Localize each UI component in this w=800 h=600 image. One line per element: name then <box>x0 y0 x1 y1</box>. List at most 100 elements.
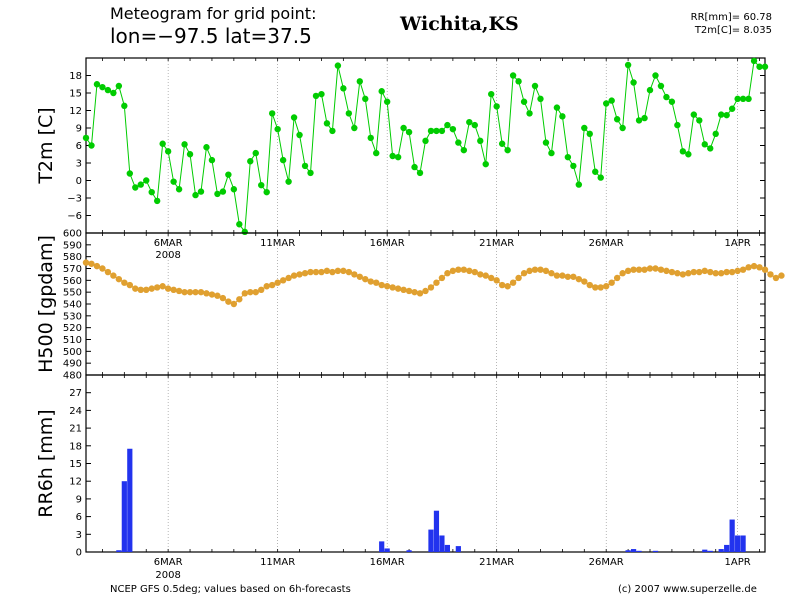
y-tick-label: 0 <box>76 548 82 559</box>
data-point <box>400 124 407 132</box>
y-tick-label: 570 <box>63 264 82 275</box>
data-point <box>82 259 90 266</box>
data-point <box>405 287 413 295</box>
data-point <box>433 279 440 286</box>
data-point <box>312 92 320 100</box>
data-point <box>745 264 752 271</box>
data-point <box>778 272 785 279</box>
data-point <box>394 285 402 292</box>
data-point <box>175 186 183 193</box>
data-point <box>455 139 462 146</box>
data-point <box>329 127 336 135</box>
data-point <box>230 186 238 193</box>
y-tick-label: 550 <box>63 288 82 299</box>
precip-bar <box>652 550 659 552</box>
precip-bar <box>433 510 440 552</box>
date-tick-label: 1APR <box>725 238 751 249</box>
data-point <box>132 285 139 292</box>
data-point <box>153 284 161 291</box>
data-point <box>739 95 747 103</box>
data-point <box>296 131 303 139</box>
data-point <box>520 270 528 277</box>
data-point <box>531 82 539 90</box>
data-point <box>301 270 309 277</box>
data-point <box>340 85 347 92</box>
y-tick-label: 12 <box>69 106 82 117</box>
date-tick-label: 6MAR <box>154 557 183 568</box>
y-tick-label: 6 <box>76 141 82 152</box>
data-point <box>99 83 106 91</box>
data-point <box>362 95 369 103</box>
date-tick-label: 11MAR <box>260 557 295 568</box>
data-point <box>307 268 314 276</box>
data-point <box>225 298 232 305</box>
data-point <box>767 271 774 278</box>
data-point <box>383 98 391 105</box>
y-tick-label: 15 <box>69 459 82 470</box>
data-point <box>707 268 714 276</box>
data-point <box>186 151 194 158</box>
data-point <box>597 174 604 181</box>
data-point <box>241 290 248 297</box>
y-tick-label: 480 <box>63 371 82 382</box>
data-point <box>504 283 511 290</box>
precip-bar <box>630 549 637 552</box>
data-point <box>646 86 654 94</box>
year-label: 2008 <box>155 250 180 261</box>
data-point <box>624 61 632 69</box>
data-point <box>356 78 363 85</box>
data-point <box>613 274 621 282</box>
precip-bar <box>718 549 724 552</box>
data-point <box>723 268 730 276</box>
data-point <box>164 285 172 292</box>
data-point <box>537 266 544 273</box>
data-point <box>290 114 298 121</box>
data-point <box>170 286 177 293</box>
data-point <box>570 162 577 170</box>
data-point <box>137 286 144 293</box>
data-point <box>542 267 550 275</box>
precip-bar <box>116 550 122 552</box>
data-point <box>668 98 676 105</box>
data-point <box>613 116 621 123</box>
data-point <box>247 288 254 296</box>
data-point <box>285 274 292 282</box>
data-point <box>707 145 714 152</box>
data-point <box>318 90 325 98</box>
data-point <box>663 93 670 101</box>
data-point <box>186 288 194 296</box>
data-point <box>690 268 698 276</box>
data-point <box>477 271 484 278</box>
data-point <box>619 124 626 132</box>
data-point <box>208 291 216 298</box>
y-tick-label: −3 <box>67 194 82 205</box>
data-point <box>712 130 719 138</box>
y-tick-label: 9 <box>76 124 82 135</box>
data-point <box>405 128 413 136</box>
location-title: Wichita,KS <box>400 13 519 35</box>
data-point <box>197 188 205 195</box>
data-point <box>427 127 435 135</box>
data-point <box>608 279 615 286</box>
title-line2: lon=−97.5 lat=37.5 <box>110 24 312 48</box>
data-point <box>236 221 243 228</box>
data-point <box>471 121 478 129</box>
data-point <box>378 88 385 95</box>
y-tick-label: 540 <box>63 300 82 311</box>
precip-bar <box>439 535 445 552</box>
data-point <box>148 285 155 292</box>
data-point <box>416 290 424 297</box>
data-point <box>400 286 407 293</box>
data-point <box>411 163 418 171</box>
data-point <box>548 149 555 157</box>
data-point <box>498 281 506 289</box>
data-point <box>137 181 144 188</box>
data-point <box>230 300 238 308</box>
date-tick-label: 6MAR <box>154 238 183 249</box>
data-point <box>153 197 161 205</box>
data-point <box>274 279 281 286</box>
data-point <box>351 271 358 278</box>
data-point <box>575 275 583 283</box>
data-point <box>537 95 544 103</box>
y-tick-label: 21 <box>69 424 82 435</box>
